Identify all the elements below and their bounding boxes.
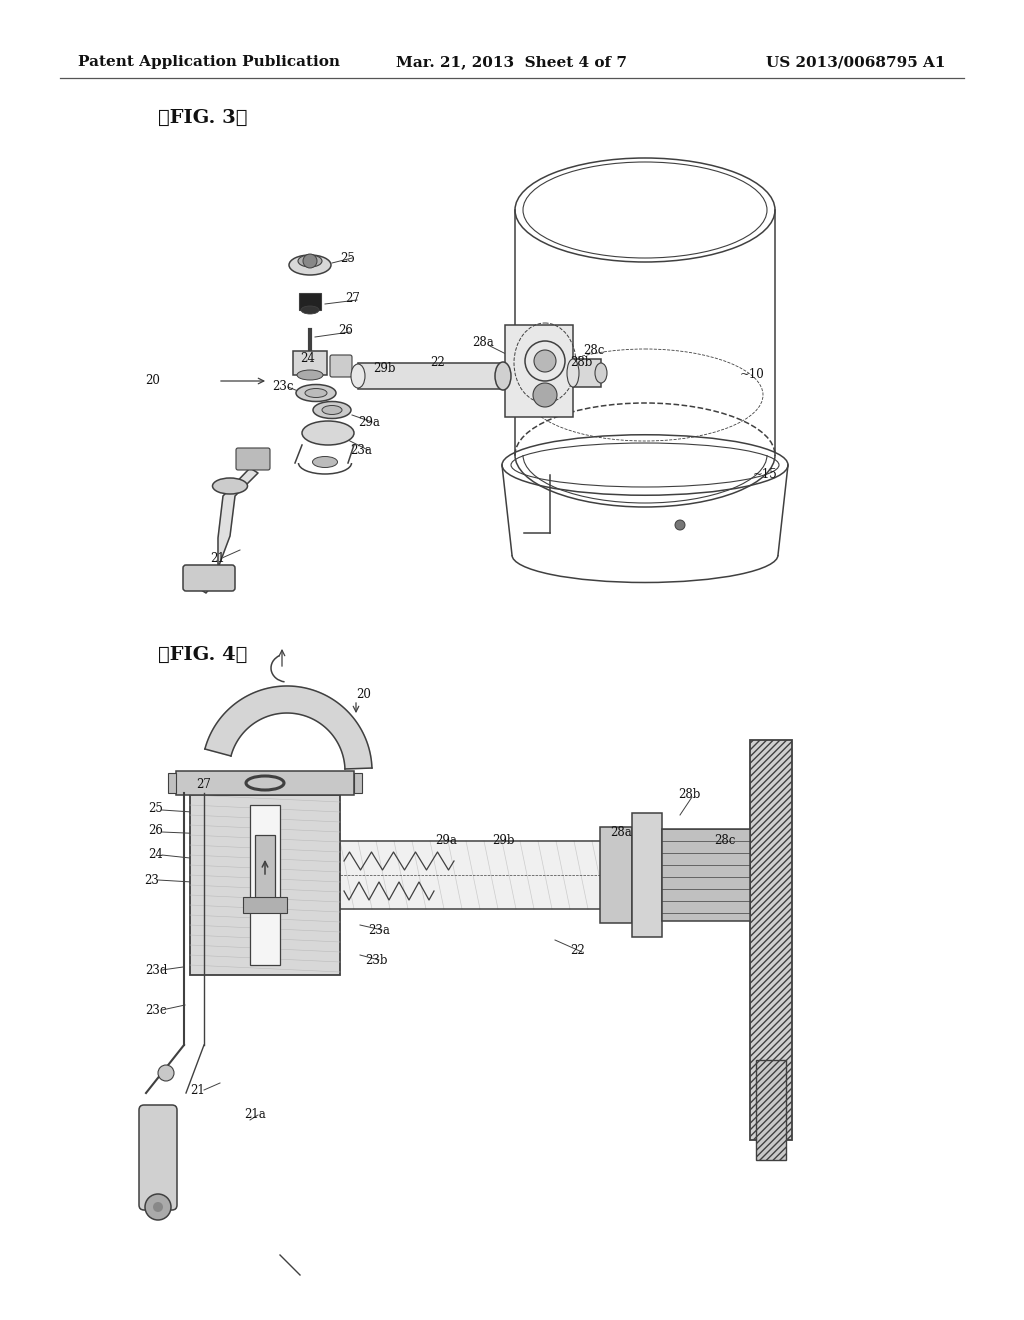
- FancyBboxPatch shape: [330, 355, 352, 378]
- Text: 21: 21: [190, 1084, 205, 1097]
- Text: 23b: 23b: [365, 953, 387, 966]
- Text: 27: 27: [345, 292, 359, 305]
- Text: 24: 24: [148, 849, 163, 862]
- Bar: [168, 774, 176, 793]
- Text: 21: 21: [210, 552, 224, 565]
- FancyBboxPatch shape: [293, 351, 327, 375]
- Text: 28c: 28c: [583, 343, 604, 356]
- Text: 29b: 29b: [373, 362, 395, 375]
- Bar: [255, 836, 275, 909]
- Bar: [340, 842, 750, 908]
- Text: Mar. 21, 2013  Sheet 4 of 7: Mar. 21, 2013 Sheet 4 of 7: [396, 55, 628, 69]
- Text: 28b: 28b: [570, 356, 592, 370]
- Text: Patent Application Publication: Patent Application Publication: [78, 55, 340, 69]
- Text: 28a: 28a: [472, 337, 494, 350]
- Ellipse shape: [313, 401, 351, 418]
- Ellipse shape: [351, 364, 365, 388]
- Polygon shape: [190, 469, 258, 593]
- Text: 23c: 23c: [272, 380, 294, 393]
- Ellipse shape: [495, 362, 511, 389]
- Text: 22: 22: [430, 356, 444, 370]
- Bar: [600, 828, 632, 923]
- Text: 29a: 29a: [435, 833, 457, 846]
- Ellipse shape: [289, 255, 331, 275]
- Bar: [243, 898, 287, 913]
- Bar: [573, 359, 601, 387]
- Bar: [632, 813, 662, 937]
- Text: 29b: 29b: [492, 833, 514, 846]
- Ellipse shape: [301, 306, 319, 314]
- Ellipse shape: [322, 405, 342, 414]
- FancyBboxPatch shape: [139, 1105, 177, 1210]
- Circle shape: [158, 1065, 174, 1081]
- FancyBboxPatch shape: [183, 565, 234, 591]
- Text: 20: 20: [145, 375, 160, 388]
- Text: 28c: 28c: [714, 833, 735, 846]
- FancyBboxPatch shape: [299, 293, 321, 310]
- Bar: [190, 795, 340, 975]
- Text: 21a: 21a: [244, 1109, 266, 1122]
- Text: 【FIG. 4】: 【FIG. 4】: [158, 645, 248, 664]
- Ellipse shape: [296, 384, 336, 401]
- Text: ~10: ~10: [740, 368, 765, 381]
- Bar: [354, 774, 362, 793]
- Bar: [176, 771, 354, 795]
- Ellipse shape: [302, 421, 354, 445]
- Ellipse shape: [305, 388, 327, 397]
- Circle shape: [153, 1203, 163, 1212]
- Text: 23d: 23d: [145, 964, 167, 977]
- Circle shape: [534, 383, 557, 407]
- Circle shape: [303, 253, 317, 268]
- Bar: [756, 1060, 786, 1160]
- Ellipse shape: [595, 363, 607, 383]
- Text: US 2013/0068795 A1: US 2013/0068795 A1: [767, 55, 946, 69]
- Text: 29a: 29a: [358, 416, 380, 429]
- Text: 24: 24: [300, 351, 314, 364]
- Text: 28a: 28a: [610, 825, 632, 838]
- Text: 【FIG. 3】: 【FIG. 3】: [158, 110, 248, 127]
- Text: 20: 20: [356, 688, 371, 701]
- Bar: [750, 741, 792, 1140]
- Bar: [250, 805, 280, 965]
- Text: 26: 26: [338, 323, 353, 337]
- Text: 23a: 23a: [350, 444, 372, 457]
- Text: 23: 23: [144, 874, 159, 887]
- Polygon shape: [205, 686, 372, 770]
- Circle shape: [145, 1195, 171, 1220]
- FancyBboxPatch shape: [505, 325, 573, 417]
- Text: 23a: 23a: [368, 924, 390, 936]
- Ellipse shape: [213, 478, 248, 494]
- Text: 23c: 23c: [145, 1003, 167, 1016]
- Ellipse shape: [297, 370, 323, 380]
- Ellipse shape: [534, 350, 556, 372]
- Text: ~15: ~15: [753, 469, 778, 482]
- Text: 28b: 28b: [678, 788, 700, 801]
- Ellipse shape: [298, 255, 322, 267]
- Text: 25: 25: [148, 801, 163, 814]
- Text: 27: 27: [196, 779, 211, 792]
- Text: 25: 25: [340, 252, 355, 264]
- Bar: [358, 363, 503, 389]
- Text: 26: 26: [148, 824, 163, 837]
- FancyBboxPatch shape: [236, 447, 270, 470]
- Bar: [662, 829, 750, 921]
- Text: 22: 22: [570, 944, 585, 957]
- Circle shape: [675, 520, 685, 531]
- Ellipse shape: [567, 359, 579, 387]
- Ellipse shape: [312, 457, 338, 467]
